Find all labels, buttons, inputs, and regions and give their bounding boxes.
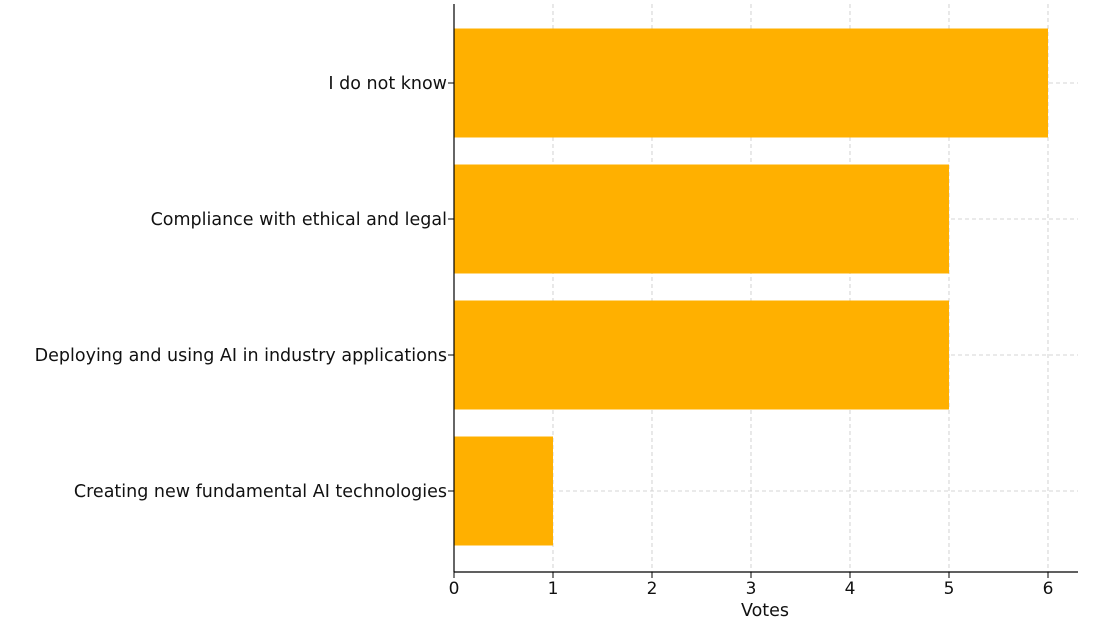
axes xyxy=(448,4,1078,578)
bar-4 xyxy=(454,436,553,546)
bar-2 xyxy=(454,164,949,274)
x-tick-label-6: 6 xyxy=(1043,579,1054,599)
bar-3 xyxy=(454,300,949,410)
bars xyxy=(454,28,1048,546)
x-tick-label-0: 0 xyxy=(449,579,460,599)
x-axis-title: Votes xyxy=(741,601,789,621)
x-tick-label-3: 3 xyxy=(746,579,757,599)
x-tick-label-4: 4 xyxy=(845,579,856,599)
category-label-1: I do not know xyxy=(328,74,447,94)
x-tick-label-1: 1 xyxy=(548,579,559,599)
category-label-4: Creating new fundamental AI technologies xyxy=(74,482,447,502)
labels: 0 1 2 3 4 5 6 I do not know Compliance with ethi… xyxy=(35,74,1054,599)
category-label-2: Compliance with ethical and legal xyxy=(151,210,447,230)
category-label-3: Deploying and using AI in industry appli… xyxy=(35,346,447,366)
x-tick-label-2: 2 xyxy=(647,579,658,599)
bar-1 xyxy=(454,28,1048,138)
x-tick-label-5: 5 xyxy=(944,579,955,599)
